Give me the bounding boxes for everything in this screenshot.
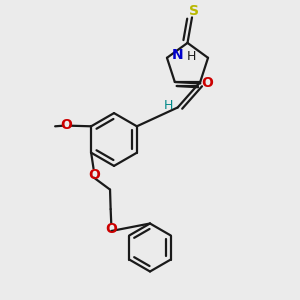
Text: O: O [60,118,72,132]
Text: H: H [164,99,173,112]
Text: N: N [172,48,183,62]
Text: S: S [189,4,200,18]
Text: O: O [105,222,117,236]
Text: O: O [201,76,213,91]
Text: O: O [88,168,100,182]
Text: H: H [187,50,196,63]
